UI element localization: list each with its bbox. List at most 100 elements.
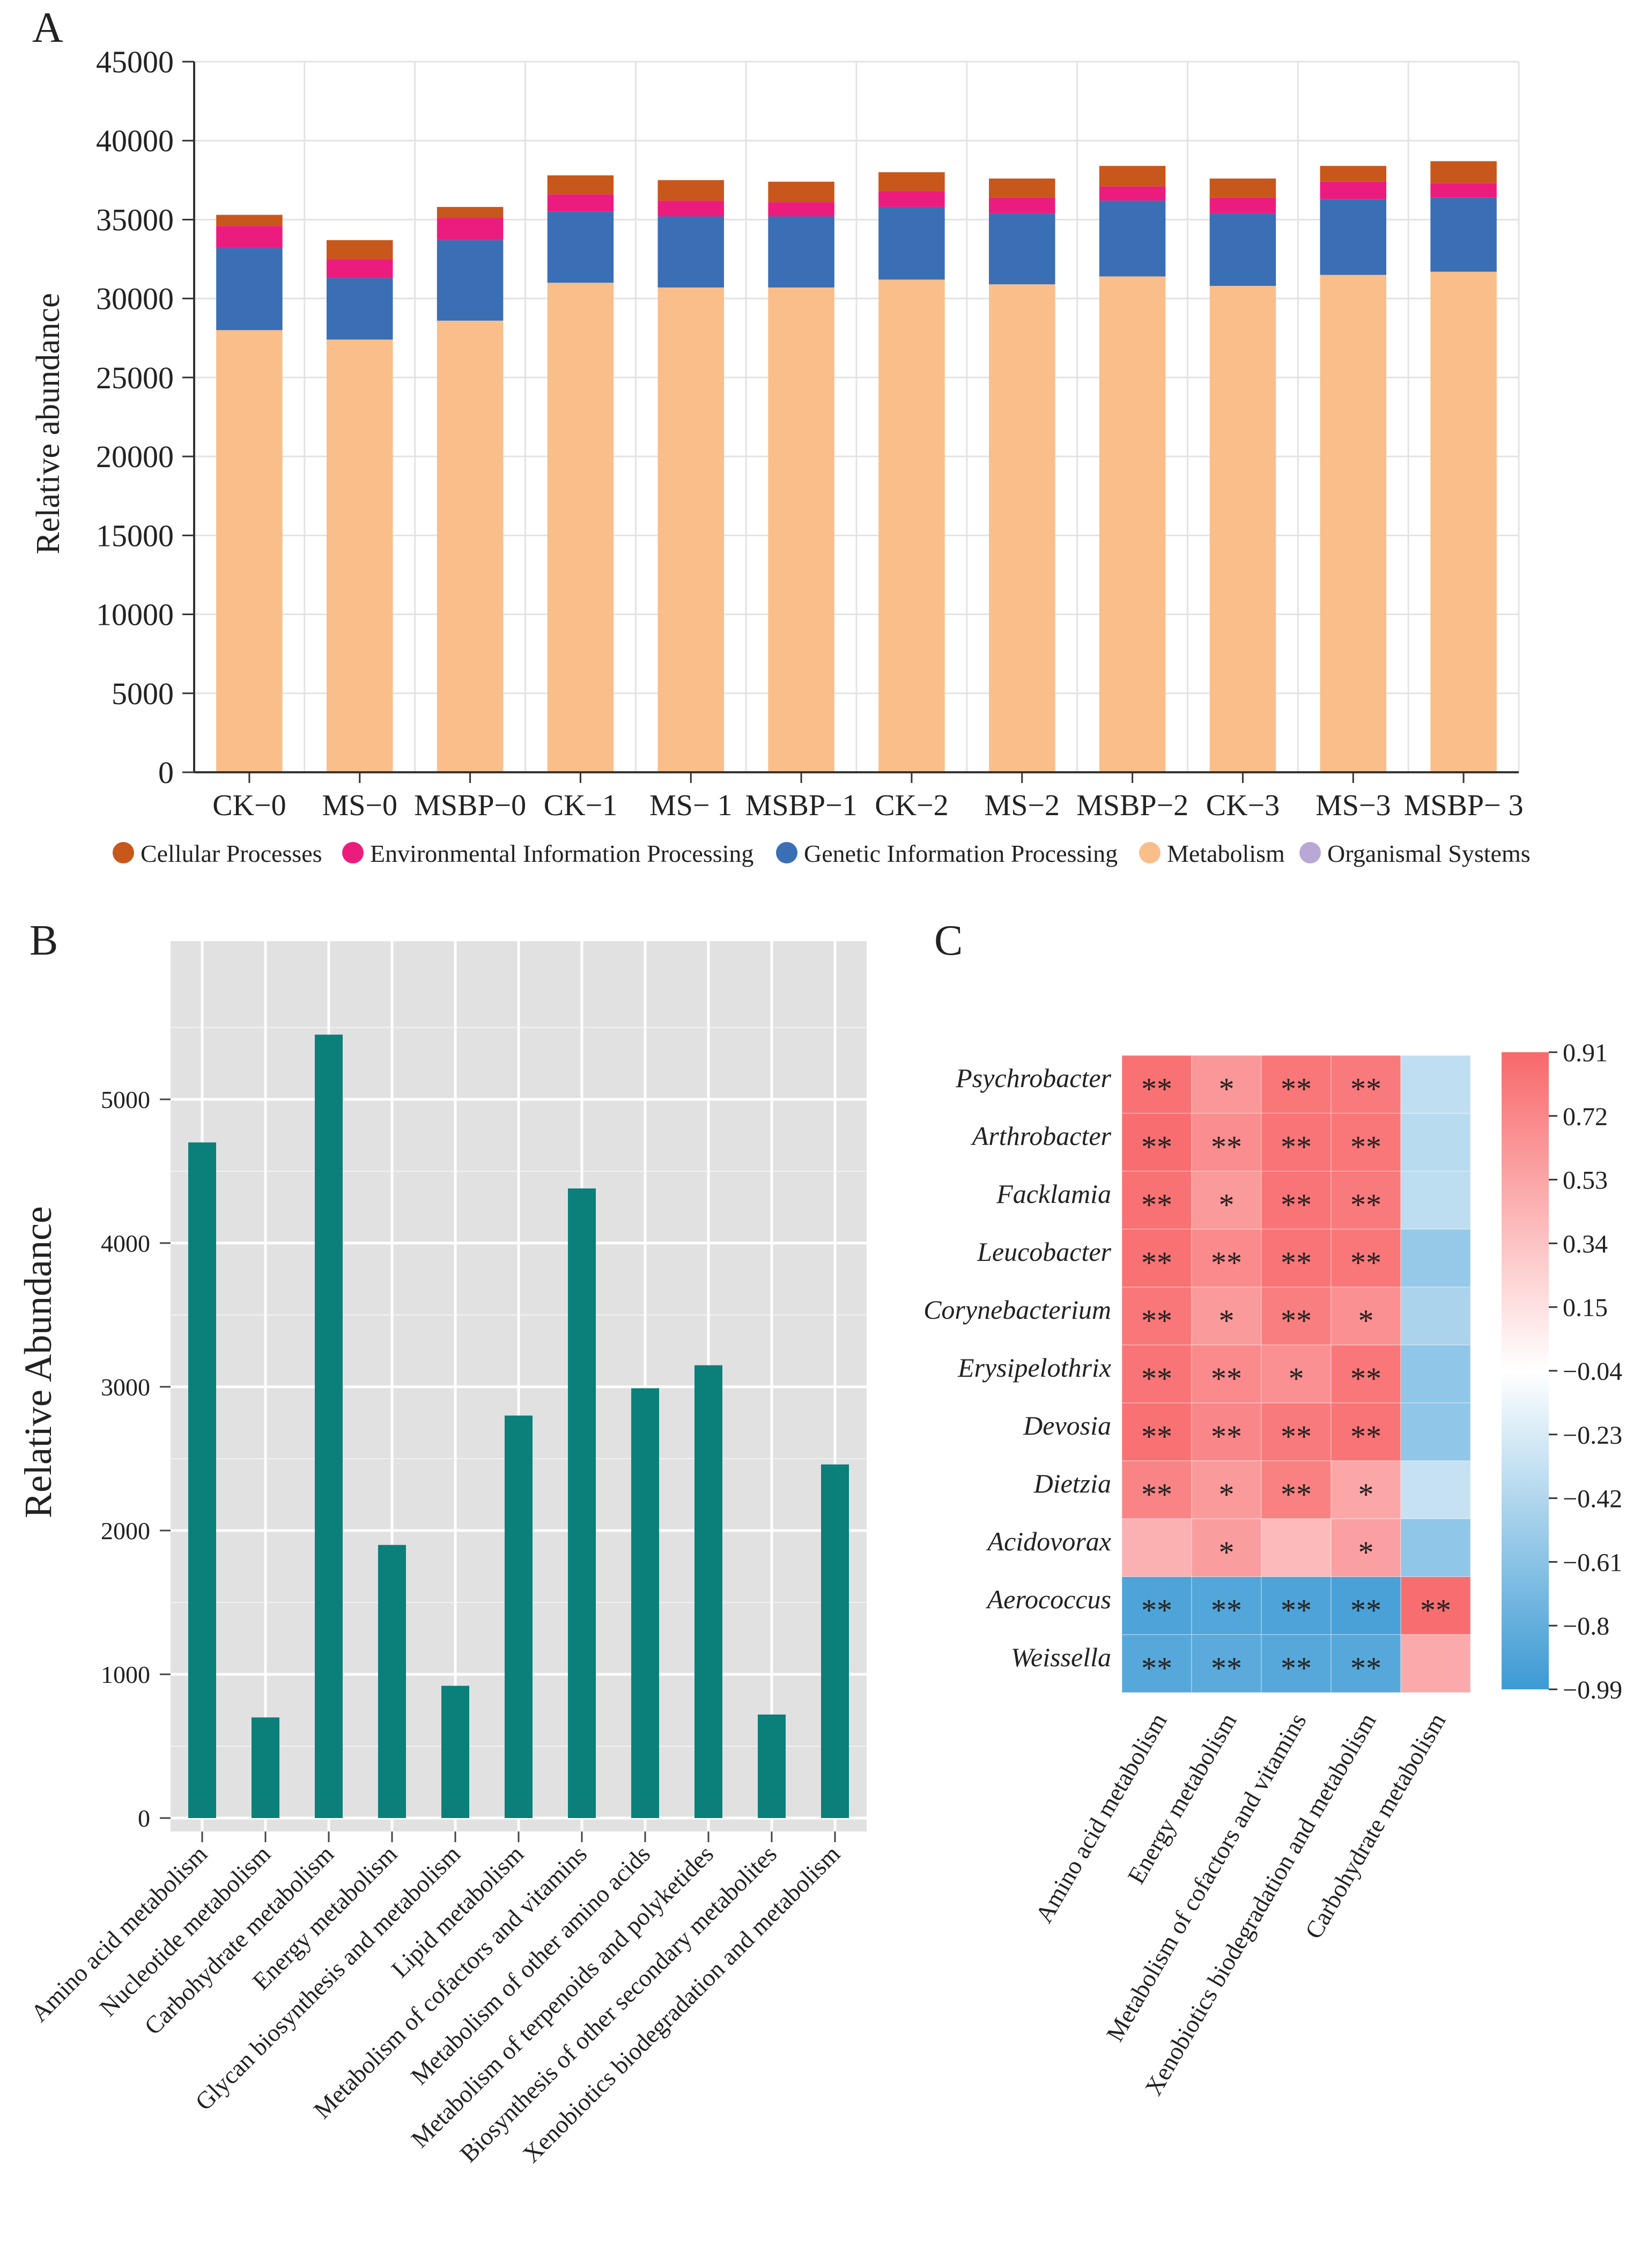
- y-tick-label: 10000: [96, 597, 174, 632]
- bar-segment: [327, 259, 393, 278]
- heatmap-cell: [1121, 1229, 1192, 1288]
- y-tick-label: 20000: [96, 439, 174, 474]
- significance-marker: **: [1211, 1651, 1242, 1686]
- bar-segment: [989, 197, 1055, 213]
- bar: [378, 1545, 406, 1818]
- heatmap-cell: [1191, 1055, 1262, 1114]
- significance-marker: **: [1211, 1361, 1242, 1396]
- heatmap-cell: [1331, 1402, 1401, 1461]
- bar-segment: [216, 330, 283, 772]
- bar-segment: [657, 201, 724, 217]
- x-tick-label: MS−0: [322, 789, 397, 822]
- heatmap-cell: [1331, 1460, 1401, 1519]
- heatmap-cell: [1400, 1634, 1471, 1693]
- y-tick-label: 3000: [101, 1373, 150, 1401]
- significance-marker: *: [1358, 1535, 1374, 1570]
- heatmap-row-labels: Psychrobacter Arthrobacter Facklamia Leucob…: [923, 1063, 1111, 1672]
- heatmap-cell: [1121, 1287, 1192, 1346]
- row-label: Leucobacter: [977, 1237, 1111, 1267]
- heatmap-cell: [1121, 1460, 1192, 1519]
- significance-marker: **: [1281, 1072, 1312, 1106]
- bar-segment: [878, 279, 945, 772]
- significance-marker: **: [1281, 1477, 1312, 1512]
- bar-segment: [1430, 197, 1497, 272]
- stacked-bar-chart-a: 0 5000 10000 15000 20000 25000 30000 35000 40000…: [30, 45, 1531, 867]
- significance-marker: *: [1358, 1477, 1374, 1512]
- significance-marker: **: [1141, 1187, 1172, 1222]
- significance-marker: **: [1141, 1245, 1172, 1280]
- significance-marker: *: [1289, 1361, 1304, 1396]
- heatmap-cell: [1191, 1460, 1262, 1519]
- legend-marker: [1139, 842, 1161, 863]
- heatmap-cell: [1261, 1576, 1332, 1635]
- panel-label-c: C: [934, 917, 963, 964]
- bar-segment: [768, 181, 834, 203]
- heatmap-cell: [1331, 1055, 1401, 1114]
- significance-marker: **: [1350, 1651, 1381, 1686]
- bar-segment: [437, 218, 504, 240]
- bar-segment: [878, 191, 945, 207]
- axes-a: 0 5000 10000 15000 20000 25000 30000 35000 40000…: [96, 45, 1524, 822]
- bar-segment: [1430, 271, 1497, 773]
- significance-marker: **: [1281, 1303, 1312, 1338]
- significance-marker: **: [1281, 1593, 1312, 1628]
- colorbar-tick-label: −0.8: [1563, 1612, 1609, 1641]
- x-tick-label: CK−0: [212, 789, 286, 822]
- heatmap-cell: [1121, 1055, 1192, 1114]
- bar-segment: [216, 215, 283, 226]
- bar-segment: [547, 194, 614, 212]
- heatmap-c: ** * ** **** ** ** **** * ** **** ** ** **** * ** *** **…: [923, 1039, 1622, 2100]
- bar-segment: [989, 213, 1055, 285]
- bars-a: [216, 161, 1497, 773]
- significance-marker: **: [1350, 1593, 1381, 1628]
- y-tick-label: 15000: [96, 518, 174, 553]
- bar-segment: [547, 175, 614, 195]
- bar-segment: [657, 287, 724, 772]
- significance-marker: **: [1350, 1361, 1381, 1396]
- panel-label-b: B: [29, 917, 58, 964]
- y-tick-label: 4000: [101, 1230, 150, 1257]
- significance-marker: *: [1219, 1303, 1235, 1338]
- heatmap-cell: [1121, 1113, 1192, 1172]
- y-axis-label-b: Relative Abundance: [17, 1206, 60, 1518]
- legend-label: Environmental Information Processing: [370, 840, 753, 867]
- significance-marker: **: [1211, 1129, 1242, 1164]
- row-label: Facklamia: [996, 1179, 1111, 1209]
- y-tick-label: 40000: [96, 123, 174, 158]
- heatmap-cell: [1331, 1634, 1401, 1693]
- significance-marker: **: [1141, 1072, 1172, 1106]
- bar-segment: [437, 240, 504, 321]
- colorbar-tick-label: 0.34: [1563, 1230, 1608, 1258]
- colorbar-scale: [1502, 1052, 1549, 1689]
- colorbar-tick-label: 0.15: [1563, 1294, 1608, 1322]
- significance-marker: **: [1211, 1593, 1242, 1628]
- heatmap-cell: [1261, 1634, 1332, 1693]
- bar-segment: [1430, 161, 1497, 183]
- bar-segment: [327, 240, 393, 260]
- significance-marker: **: [1141, 1303, 1172, 1338]
- bar-segment: [989, 178, 1055, 198]
- significance-marker: **: [1350, 1419, 1381, 1454]
- bar-segment: [1209, 213, 1276, 286]
- x-tick-label: CK−2: [875, 789, 948, 822]
- colorbar: 0.91 0.72 0.53 0.34 0.15 −0.04 −0.23 −0.42 −0.61…: [1502, 1039, 1622, 1704]
- row-label: Acidovorax: [986, 1526, 1111, 1556]
- heatmap-cell: [1191, 1344, 1262, 1403]
- heatmap-cell: [1400, 1055, 1471, 1114]
- bar-segment: [216, 248, 283, 330]
- bar-segment: [768, 216, 834, 288]
- significance-marker: **: [1281, 1129, 1312, 1164]
- y-tick-label: 5000: [112, 676, 174, 711]
- y-tick-label: 25000: [96, 360, 174, 395]
- significance-marker: **: [1141, 1651, 1172, 1686]
- significance-marker: *: [1219, 1187, 1235, 1222]
- heatmap-cell: [1121, 1518, 1192, 1577]
- heatmap-cell: [1191, 1402, 1262, 1461]
- bar-segment: [768, 287, 834, 772]
- significance-marker: **: [1211, 1245, 1242, 1280]
- bar-segment: [547, 283, 614, 772]
- heatmap-cell: [1331, 1229, 1401, 1288]
- bar-segment: [547, 211, 614, 283]
- heatmap-cell: [1121, 1634, 1192, 1693]
